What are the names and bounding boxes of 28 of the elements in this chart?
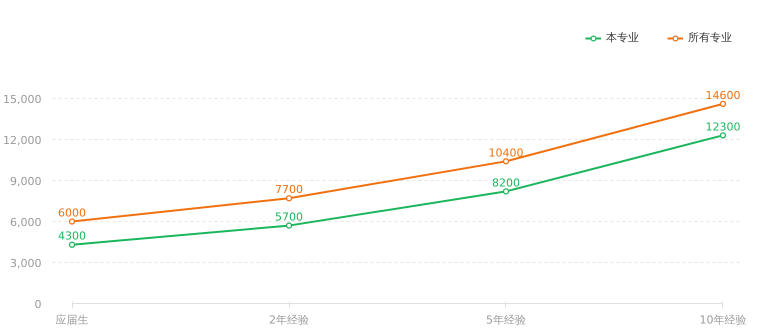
legend-label: 所有专业 [688,30,732,45]
point [68,242,76,248]
y-tick-label: 15,000 [3,92,42,106]
point [68,218,76,225]
x-tick-label: 2年经验 [269,314,310,326]
x-tick-label: 10年经验 [699,314,746,326]
x-tick-label: 5年经验 [486,314,526,326]
y-tick-label: 12,000 [3,134,42,147]
y-tick-label: 9,000 [10,174,42,188]
point [720,132,726,138]
point [502,158,510,164]
data-label: 10400 [488,146,524,160]
x-tick-label: 应届生 [56,314,89,326]
data-label: 12300 [705,120,740,134]
point [502,188,510,195]
data-label: 7700 [275,183,304,196]
y-tick-label: 3,000 [10,256,42,270]
data-label: 6000 [58,206,86,220]
data-label: 8200 [492,176,520,190]
y-tick-label: 0 [34,298,42,311]
point [286,195,292,202]
y-tick-label: 6,000 [10,216,42,229]
data-label: 5700 [275,210,304,224]
point [286,222,292,229]
data-label: 14600 [705,88,740,102]
legend-label: 本专业 [606,30,639,45]
data-label: 4300 [58,230,86,243]
point [720,100,726,108]
